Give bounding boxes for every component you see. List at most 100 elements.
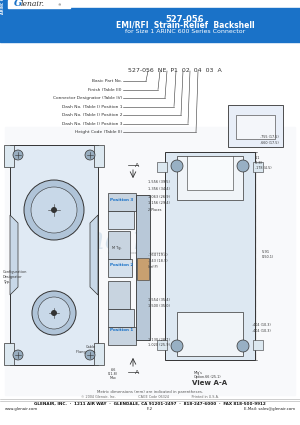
Text: Basic Part No.: Basic Part No.	[92, 79, 122, 83]
Text: Finish (Table III): Finish (Table III)	[88, 88, 122, 91]
Bar	[108, 327, 136, 345]
Bar	[157, 162, 167, 172]
Text: 5.91: 5.91	[262, 250, 270, 254]
Bar	[108, 281, 130, 309]
Circle shape	[24, 180, 84, 240]
Text: 1.020 (25.9): 1.020 (25.9)	[148, 343, 170, 347]
Text: .66 (25.1): .66 (25.1)	[204, 375, 220, 379]
Text: .660 (17.5): .660 (17.5)	[260, 141, 279, 145]
Circle shape	[85, 350, 95, 360]
Text: EMI/RFI  Strain-Relief  Backshell: EMI/RFI Strain-Relief Backshell	[116, 20, 254, 29]
Text: Metric dimensions (mm) are indicated in parentheses.: Metric dimensions (mm) are indicated in …	[97, 390, 203, 394]
Bar	[10, 145, 98, 365]
Text: ru: ru	[171, 238, 199, 261]
Bar	[4, 343, 14, 365]
Text: (2.8): (2.8)	[255, 161, 263, 165]
Circle shape	[237, 340, 249, 352]
Bar	[236, 115, 275, 139]
Circle shape	[31, 187, 77, 233]
Circle shape	[51, 310, 57, 316]
Circle shape	[13, 350, 23, 360]
Text: 1.500 (35.0): 1.500 (35.0)	[148, 304, 170, 308]
Text: Dash No. (Table I) Position 2: Dash No. (Table I) Position 2	[61, 113, 122, 117]
Bar	[108, 193, 136, 211]
Bar	[253, 340, 263, 350]
Circle shape	[85, 150, 95, 160]
Text: 1.063 (26.9): 1.063 (26.9)	[148, 195, 170, 199]
Text: Dash No. (Table I) Position 1: Dash No. (Table I) Position 1	[61, 105, 122, 108]
Text: .178 (4.5): .178 (4.5)	[255, 166, 272, 170]
Circle shape	[32, 291, 76, 335]
Bar	[253, 162, 263, 172]
Text: Configuration
Designator
Typ.: Configuration Designator Typ.	[3, 270, 27, 283]
Text: .66: .66	[110, 368, 116, 372]
Text: .764 (19.4): .764 (19.4)	[148, 253, 168, 257]
Circle shape	[171, 160, 183, 172]
Bar	[108, 211, 134, 229]
Text: (11.8): (11.8)	[108, 372, 118, 376]
Bar	[137, 258, 149, 280]
Text: 1.356 (34.4): 1.356 (34.4)	[148, 187, 170, 191]
Bar	[94, 145, 104, 167]
Circle shape	[237, 160, 249, 172]
Text: .11: .11	[255, 156, 260, 160]
Text: .755 (17.5): .755 (17.5)	[260, 135, 279, 139]
Bar	[4, 145, 14, 167]
Text: Mfg's
Option: Mfg's Option	[194, 371, 205, 379]
Polygon shape	[90, 215, 98, 295]
Text: 527-056  NE  P1  02  04  03  A: 527-056 NE P1 02 04 03 A	[128, 68, 222, 73]
Text: (ref P): (ref P)	[148, 265, 158, 269]
Bar	[228, 105, 283, 147]
Text: Connector Designator (Table IV): Connector Designator (Table IV)	[53, 96, 122, 100]
Text: ®: ®	[58, 3, 61, 8]
Text: www.glenair.com: www.glenair.com	[5, 407, 38, 411]
Text: for Size 1 ARINC 600 Series Connector: for Size 1 ARINC 600 Series Connector	[125, 28, 245, 34]
Text: E-Mail: sales@glenair.com: E-Mail: sales@glenair.com	[244, 407, 295, 411]
Bar	[108, 259, 132, 277]
Text: Dash No. (Table I) Position 3: Dash No. (Table I) Position 3	[61, 122, 122, 125]
Text: Glenair: Glenair	[33, 224, 147, 255]
Text: 1.554 (35.4): 1.554 (35.4)	[148, 298, 170, 302]
Bar	[0, 8, 300, 42]
Bar	[8, 0, 70, 8]
Polygon shape	[10, 215, 18, 295]
Text: ARINC 600: ARINC 600	[1, 0, 5, 14]
Text: .404 (10.3): .404 (10.3)	[252, 329, 271, 333]
Text: GLENAIR, INC.  ·  1211 AIR WAY  ·  GLENDALE, CA 91201-2497  ·  818-247-6000  ·  : GLENAIR, INC. · 1211 AIR WAY · GLENDALE,…	[34, 402, 266, 406]
Text: 1.130 (28.7): 1.130 (28.7)	[148, 338, 170, 342]
Text: Position 1: Position 1	[110, 328, 133, 332]
Text: Position 3: Position 3	[110, 198, 133, 202]
Text: Cable
Flange Typ.: Cable Flange Typ.	[76, 345, 96, 354]
Bar	[187, 156, 233, 190]
Text: M Tg.: M Tg.	[112, 246, 122, 250]
Text: (150.1): (150.1)	[262, 255, 274, 259]
Bar	[94, 343, 104, 365]
Text: 1.156 (29.4): 1.156 (29.4)	[148, 201, 170, 205]
Text: 527-056: 527-056	[166, 14, 204, 23]
Bar	[177, 312, 243, 356]
Text: Height Code (Table II): Height Code (Table II)	[75, 130, 122, 134]
Bar	[0, 0, 8, 8]
Bar	[157, 340, 167, 350]
Circle shape	[13, 150, 23, 160]
Bar	[108, 309, 134, 327]
Text: .404 (10.3): .404 (10.3)	[252, 323, 271, 327]
Circle shape	[171, 340, 183, 352]
Circle shape	[38, 297, 70, 329]
Text: F-2: F-2	[147, 407, 153, 411]
Circle shape	[51, 207, 57, 213]
Bar	[177, 156, 243, 200]
Text: lenair.: lenair.	[21, 0, 45, 8]
Text: A: A	[135, 162, 139, 167]
Bar	[0, 0, 300, 8]
Bar	[165, 152, 255, 360]
Text: A: A	[135, 369, 139, 374]
Text: 2 Places: 2 Places	[148, 208, 161, 212]
Text: View A-A: View A-A	[192, 380, 228, 386]
Bar	[5, 127, 295, 395]
Text: Max: Max	[110, 376, 116, 380]
Bar	[136, 195, 150, 340]
Bar	[108, 231, 130, 259]
Text: .743 (18.9): .743 (18.9)	[148, 259, 168, 263]
Text: © 2004 Glenair, Inc.                    CAGE Code 06324                    Print: © 2004 Glenair, Inc. CAGE Code 06324 Pri…	[81, 396, 219, 399]
